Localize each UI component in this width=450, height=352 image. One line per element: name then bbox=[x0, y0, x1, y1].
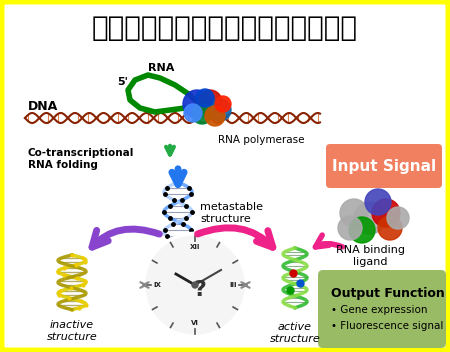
Text: III: III bbox=[229, 282, 237, 288]
Circle shape bbox=[378, 216, 402, 240]
Circle shape bbox=[205, 106, 225, 126]
Text: Input Signal: Input Signal bbox=[332, 158, 436, 174]
Circle shape bbox=[215, 96, 231, 112]
Circle shape bbox=[183, 90, 211, 118]
Circle shape bbox=[184, 104, 202, 122]
Text: Co-transcriptional
RNA folding: Co-transcriptional RNA folding bbox=[28, 148, 135, 170]
Text: active
structure: active structure bbox=[270, 322, 320, 344]
Text: VI: VI bbox=[191, 320, 199, 326]
Text: RNA binding
ligand: RNA binding ligand bbox=[336, 245, 405, 266]
Text: DNA: DNA bbox=[28, 101, 58, 113]
Text: 5': 5' bbox=[117, 77, 128, 87]
Text: ?: ? bbox=[194, 280, 207, 300]
Circle shape bbox=[209, 99, 231, 121]
Text: inactive
structure: inactive structure bbox=[47, 320, 97, 341]
FancyBboxPatch shape bbox=[318, 270, 446, 348]
FancyBboxPatch shape bbox=[326, 144, 442, 188]
Text: IX: IX bbox=[153, 282, 161, 288]
Circle shape bbox=[143, 233, 247, 337]
Circle shape bbox=[192, 104, 212, 124]
Text: • Gene expression: • Gene expression bbox=[331, 305, 428, 315]
Circle shape bbox=[146, 236, 244, 334]
Circle shape bbox=[354, 202, 386, 234]
Circle shape bbox=[340, 199, 368, 227]
Text: • Fluorescence signal   etc.: • Fluorescence signal etc. bbox=[331, 321, 450, 331]
Text: RNA polymerase: RNA polymerase bbox=[218, 135, 305, 145]
Text: metastable
structure: metastable structure bbox=[200, 202, 263, 224]
Text: 核酸構造変化の核酸医工学への活用: 核酸構造変化の核酸医工学への活用 bbox=[92, 14, 358, 42]
Circle shape bbox=[349, 217, 375, 243]
Text: XII: XII bbox=[190, 244, 200, 250]
Circle shape bbox=[196, 89, 214, 107]
Text: RNA: RNA bbox=[148, 63, 175, 73]
Circle shape bbox=[372, 199, 400, 227]
Circle shape bbox=[338, 216, 362, 240]
Circle shape bbox=[192, 282, 198, 288]
Text: Output Function: Output Function bbox=[331, 287, 445, 300]
Circle shape bbox=[365, 189, 391, 215]
Circle shape bbox=[198, 90, 222, 114]
Circle shape bbox=[387, 207, 409, 229]
